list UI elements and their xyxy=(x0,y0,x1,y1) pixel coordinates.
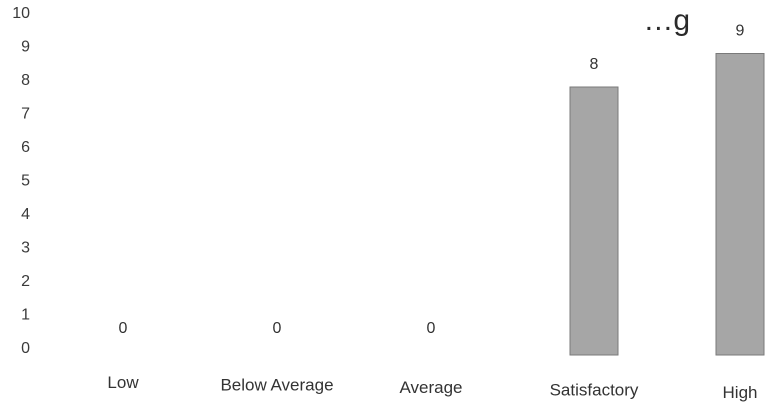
bars xyxy=(569,53,765,356)
x-tick-label: Satisfactory xyxy=(550,381,639,400)
data-label: 8 xyxy=(590,56,599,73)
data-label: 9 xyxy=(736,23,745,40)
x-tick-label: High xyxy=(723,383,758,402)
y-tick-label: 0 xyxy=(21,340,30,357)
y-tick-label: 4 xyxy=(21,206,30,223)
data-label: 0 xyxy=(119,320,128,337)
x-tick-label: Below Average xyxy=(220,376,333,395)
y-tick-label: 5 xyxy=(21,173,30,190)
y-tick-label: 3 xyxy=(21,240,30,257)
data-labels: 0 0 0 8 9 xyxy=(119,23,745,338)
bar xyxy=(569,86,619,356)
y-tick-label: 1 xyxy=(21,307,30,324)
x-axis: Low Below Average Average Satisfactory High xyxy=(107,373,757,402)
y-tick-label: 9 xyxy=(21,39,30,56)
x-tick-label: Average xyxy=(399,378,462,397)
y-tick-label: 7 xyxy=(21,106,30,123)
x-tick-label: Low xyxy=(107,373,139,392)
data-label: 0 xyxy=(273,320,282,337)
y-axis: 0 1 2 3 4 5 6 7 8 9 10 xyxy=(12,5,30,357)
y-tick-label: 10 xyxy=(12,5,30,22)
chart-title: …g xyxy=(643,4,690,37)
data-label: 0 xyxy=(427,320,436,337)
y-tick-label: 2 xyxy=(21,273,30,290)
bar xyxy=(715,53,765,356)
y-tick-label: 8 xyxy=(21,72,30,89)
y-tick-label: 6 xyxy=(21,139,30,156)
